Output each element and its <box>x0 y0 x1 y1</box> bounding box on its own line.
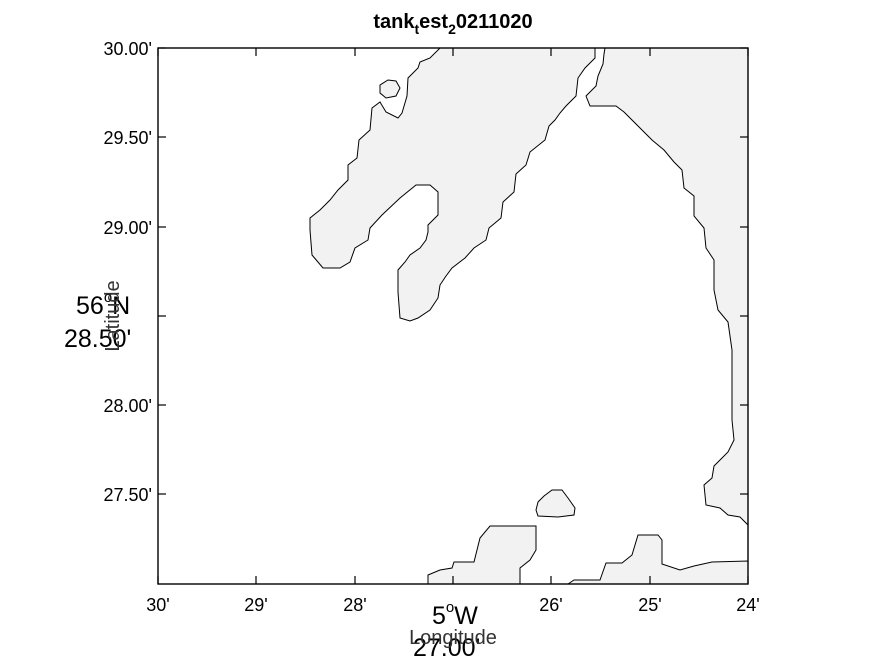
lat-tick-label: 30.00' <box>104 39 152 59</box>
lon-degree-symbol: o <box>446 599 454 616</box>
land-layer <box>309 47 749 585</box>
land-small-island-south <box>535 489 576 518</box>
land-southwest <box>427 525 537 585</box>
y-axis-label: Latitude <box>102 280 124 351</box>
lon-tick-label: 30' <box>146 595 169 615</box>
lat-center-label: 56oN 28.50' <box>64 289 131 353</box>
lon-center-degrees: 5 <box>432 602 446 630</box>
lat-tick-label: 27.50' <box>104 485 152 505</box>
lat-center-minutes: 28.50' <box>64 325 131 353</box>
lon-tick-label: 25' <box>638 595 661 615</box>
lat-degree-symbol: o <box>104 289 112 306</box>
title-part-1: tank <box>373 11 415 33</box>
lat-center-degrees: 56 <box>76 292 104 320</box>
title-subscript-1: t <box>414 21 419 37</box>
latitude-tick-labels: 30.00' 29.50' 29.00' 28.00' 27.50' <box>104 39 152 505</box>
svg-text:5oW: 5oW <box>432 599 478 630</box>
title-part-3: 0211020 <box>456 11 533 33</box>
title-subscript-2: 2 <box>448 21 456 37</box>
land-small-island-north <box>379 79 401 99</box>
lon-center-minutes: 27.00' <box>413 634 480 656</box>
lat-center-hemisphere: N <box>112 292 130 320</box>
svg-text:56oN: 56oN <box>76 289 130 320</box>
map-title: tanktest20211020 <box>373 11 532 37</box>
lon-tick-label: 28' <box>343 595 366 615</box>
land-southeast <box>566 534 749 585</box>
land-east <box>585 47 749 527</box>
title-part-2: est <box>419 11 448 33</box>
longitude-tick-labels: 30' 29' 28' 26' 25' 24' <box>146 595 759 615</box>
lon-tick-label: 29' <box>244 595 267 615</box>
lon-center-hemisphere: W <box>454 602 478 630</box>
lon-center-label: 5oW 27.00' <box>413 599 480 656</box>
lat-tick-label: 28.00' <box>104 396 152 416</box>
lat-tick-label: 29.50' <box>104 128 152 148</box>
latitude-ticks <box>158 47 748 495</box>
lon-tick-label: 24' <box>736 595 759 615</box>
longitude-ticks <box>157 48 749 584</box>
lat-tick-label: 29.00' <box>104 218 152 238</box>
land-north-peninsula <box>309 47 596 322</box>
lon-tick-label: 26' <box>539 595 562 615</box>
x-axis-label: Longitude <box>409 627 497 649</box>
